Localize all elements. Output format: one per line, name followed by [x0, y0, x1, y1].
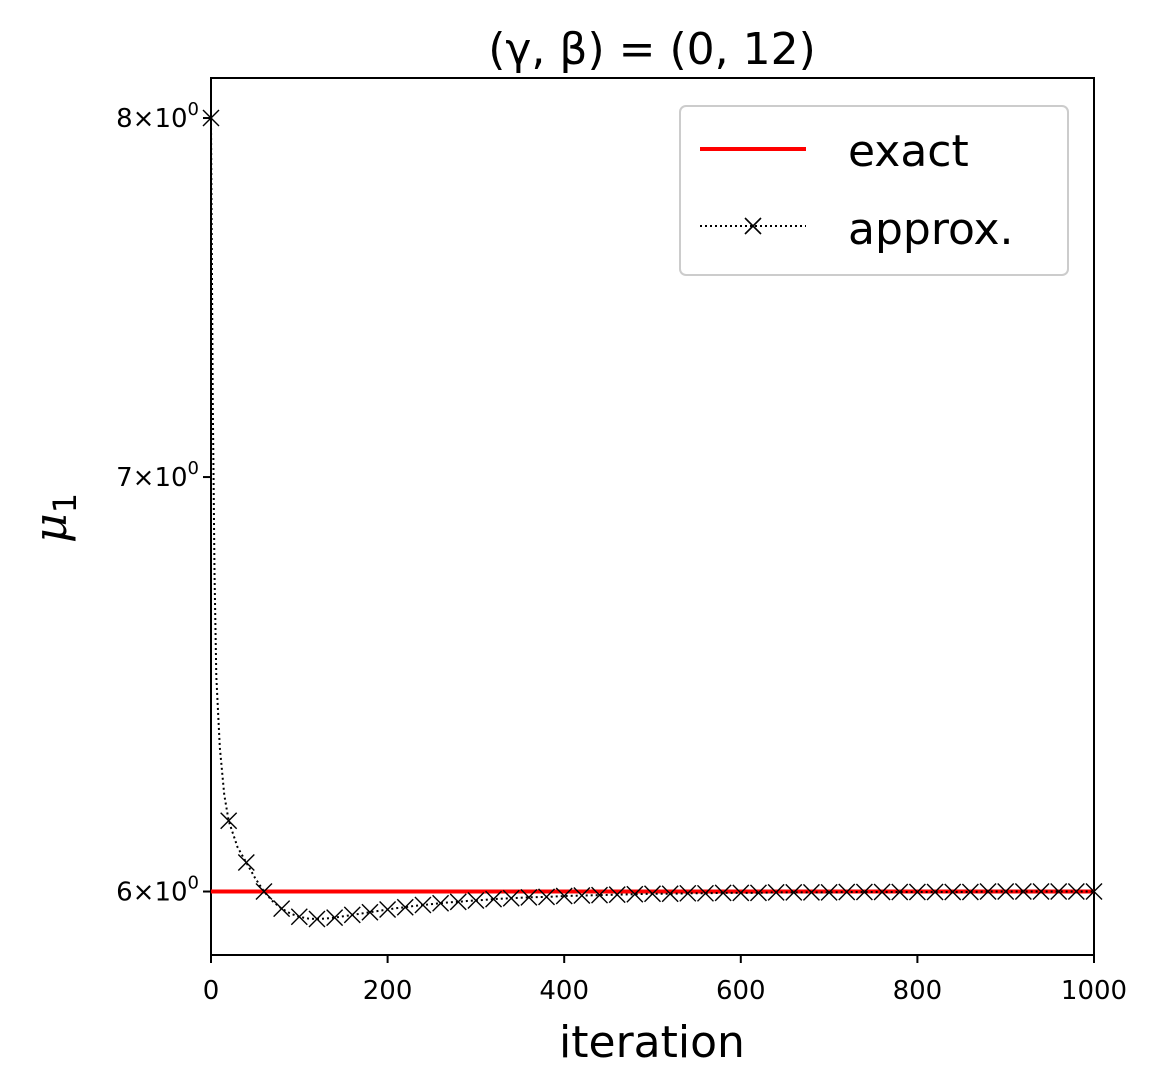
series-approx-marker — [1050, 883, 1068, 901]
legend: exact approx. — [679, 105, 1069, 276]
x-tick-label: 0 — [203, 976, 220, 1006]
y-tick-label: 8×100 — [116, 99, 199, 134]
series-approx-marker — [644, 885, 661, 903]
series-approx-marker — [414, 896, 432, 914]
series-approx-marker — [714, 884, 732, 902]
series-approx-marker — [785, 883, 803, 901]
series-approx-marker — [502, 889, 520, 907]
series-approx-marker — [1085, 883, 1103, 901]
plot-frame — [210, 77, 1095, 956]
series-approx-marker — [767, 883, 785, 901]
plot-area — [202, 77, 1103, 956]
x-tick-label: 1000 — [1061, 976, 1127, 1006]
x-tick-label: 400 — [539, 976, 589, 1006]
series-approx-marker — [308, 910, 326, 928]
series-approx-marker — [343, 906, 361, 924]
x-tick-label: 200 — [363, 976, 413, 1006]
svg-text:μ1: μ1 — [23, 493, 84, 543]
series-approx-marker — [997, 883, 1015, 901]
y-axis-label-subscript: 1 — [46, 493, 84, 513]
series-approx-marker — [1032, 883, 1050, 901]
series-approx-marker — [449, 893, 467, 911]
series-approx-marker — [926, 883, 944, 901]
series-approx-marker — [749, 884, 767, 902]
series-approx-marker — [255, 883, 273, 901]
series-approx-marker — [855, 883, 873, 901]
series-approx-marker — [661, 885, 679, 903]
series-approx-marker — [273, 900, 291, 918]
series-approx-marker — [979, 883, 997, 901]
series-approx-marker — [802, 883, 820, 901]
series-approx-marker — [626, 885, 644, 903]
series-approx-marker — [820, 883, 838, 901]
series-approx-marker — [608, 886, 626, 904]
x-axis-label: iteration — [559, 1017, 745, 1068]
y-axis: 6×100 7×100 8×100 — [116, 99, 211, 908]
series-approx-marker — [961, 883, 979, 901]
series-approx-marker — [591, 886, 609, 904]
series-approx-marker — [873, 883, 891, 901]
series-approx-marker — [1014, 883, 1032, 901]
series-approx-marker — [237, 854, 255, 872]
y-tick-label: 7×100 — [116, 458, 199, 493]
series-approx-marker — [290, 908, 308, 926]
chart-title: (γ, β) = (0, 12) — [488, 24, 816, 75]
series-approx-marker — [485, 890, 503, 908]
y-tick-label: 6×100 — [116, 873, 199, 908]
y-axis-label-symbol: μ — [23, 513, 77, 543]
legend-label-approx: approx. — [848, 204, 1014, 255]
series-approx-marker — [379, 901, 397, 918]
series-approx-marker — [396, 898, 414, 916]
series-approx-marker — [220, 812, 238, 830]
legend-label-exact: exact — [848, 126, 969, 177]
series-approx-marker — [573, 887, 591, 905]
series-layer — [202, 109, 1103, 928]
series-approx-marker — [891, 883, 909, 901]
series-approx-marker — [361, 903, 379, 921]
series-approx-marker — [432, 894, 450, 912]
y-axis-label: μ1 — [23, 493, 84, 543]
series-approx-marker — [326, 909, 344, 927]
series-approx-marker — [1067, 883, 1085, 901]
series-approx-marker — [555, 887, 573, 905]
series-approx-marker — [838, 883, 856, 901]
series-approx-marker — [696, 884, 714, 902]
x-axis: 0 200 400 600 800 1000 — [203, 955, 1127, 1006]
series-approx-marker — [679, 884, 697, 902]
series-approx-marker — [520, 888, 538, 906]
legend-marker-approx — [744, 217, 762, 235]
x-tick-label: 600 — [716, 976, 766, 1006]
series-approx-marker — [538, 888, 556, 906]
series-approx-marker — [732, 884, 750, 902]
series-approx-marker — [908, 883, 926, 901]
series-approx-marker — [944, 883, 962, 901]
x-tick-label: 800 — [893, 976, 943, 1006]
series-approx-marker — [467, 892, 485, 909]
